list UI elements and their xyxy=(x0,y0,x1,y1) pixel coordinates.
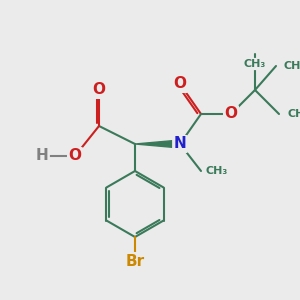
Text: O: O xyxy=(92,82,106,98)
Text: CH₃: CH₃ xyxy=(206,166,228,176)
Text: CH₃: CH₃ xyxy=(287,109,300,119)
Text: CH₃: CH₃ xyxy=(284,61,300,71)
Text: H: H xyxy=(36,148,48,164)
Text: O: O xyxy=(173,76,187,92)
Text: N: N xyxy=(174,136,186,152)
Text: O: O xyxy=(68,148,82,164)
Text: O: O xyxy=(224,106,238,122)
Text: CH₃: CH₃ xyxy=(244,59,266,69)
Text: Br: Br xyxy=(125,254,145,268)
Polygon shape xyxy=(135,140,180,148)
